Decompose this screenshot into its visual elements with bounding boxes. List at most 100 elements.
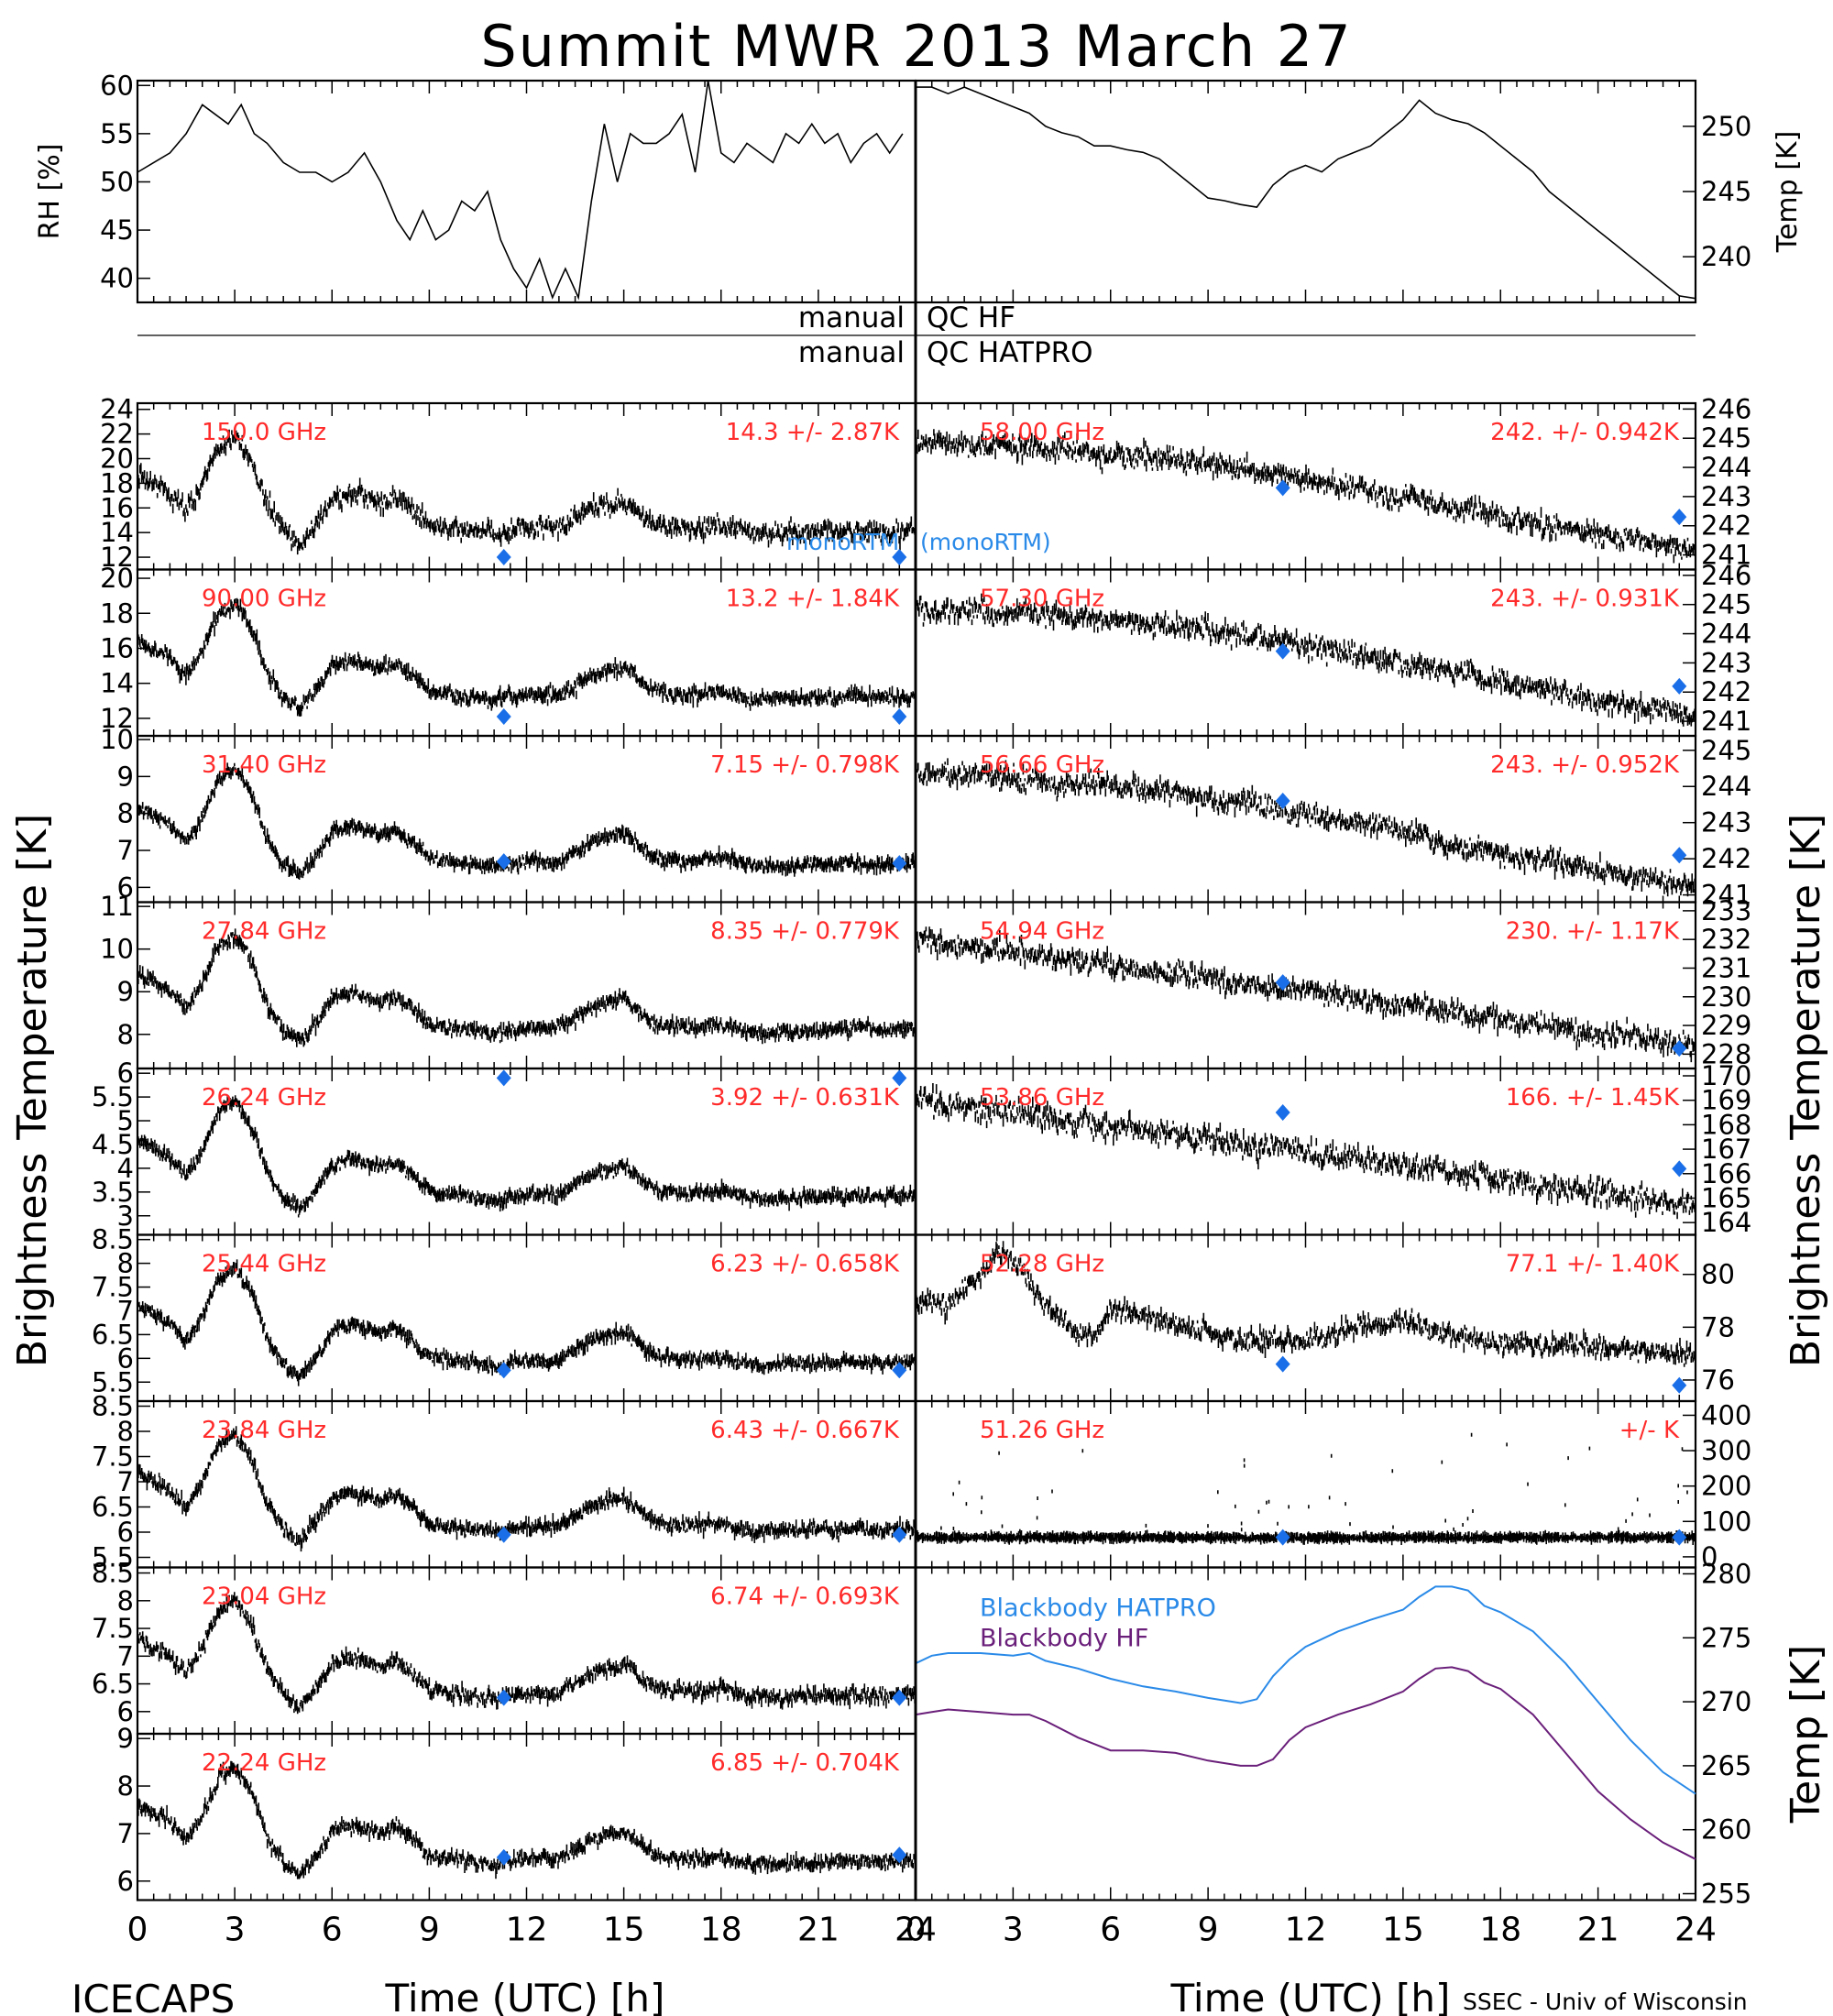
panel-56-ytick-label: 244	[1701, 771, 1751, 802]
panel-22-measurements	[137, 1760, 916, 1879]
panel-150-ytick-label: 24	[100, 394, 134, 425]
blackbody-legend-1: Blackbody HF	[980, 1625, 1148, 1653]
panel-150-ytick-label: 20	[100, 444, 134, 475]
panel-51-freq-label: 51.26 GHz	[980, 1417, 1104, 1444]
qc-hatpro-label: QC HATPRO	[927, 336, 1093, 369]
qc-rows: manual QC HF manual QC HATPRO	[137, 301, 1696, 403]
panel-23-ytick-label: 7.5	[92, 1441, 134, 1473]
panel-22-ytick-label: 8	[117, 1770, 134, 1802]
panel-26-ytick-label: 3.5	[92, 1177, 134, 1208]
panel-22-xtick-label: 21	[797, 1912, 840, 1949]
panel-53-ytick-label: 164	[1701, 1207, 1751, 1238]
panel-27-freq-label: 27.84 GHz	[202, 918, 326, 946]
panel-53-ytick-label: 169	[1701, 1085, 1751, 1116]
blackbody-xtick-label: 6	[1100, 1912, 1121, 1949]
panel-31-ytick-label: 8	[117, 798, 134, 829]
panel-23-freq-label: 23.84 GHz	[202, 1417, 326, 1444]
panel-56-freq-label: 56.66 GHz	[980, 751, 1104, 779]
panel-58-model-diamond-0	[1275, 479, 1290, 497]
panel-58-stats-label: 242. +/- 0.942K	[1490, 419, 1680, 446]
panel-23b-ytick-label: 8	[117, 1585, 134, 1616]
panel-58-ytick-label: 246	[1701, 393, 1751, 424]
qc-hf-prefix: manual	[798, 301, 905, 334]
panel-58-ytick-label: 241	[1701, 540, 1751, 571]
panel-26: 33.544.555.56 26.24 GHz 3.92 +/- 0.631K	[92, 1057, 917, 1236]
panel-31-ytick-label: 7	[117, 835, 134, 866]
blackbody-xtick-label: 12	[1285, 1912, 1327, 1949]
panel-23b-stats-label: 6.74 +/- 0.693K	[710, 1583, 900, 1611]
panel-54-freq-label: 54.94 GHz	[980, 918, 1104, 946]
temp-ylabel: Temp [K]	[1772, 131, 1804, 254]
panel-23b-ytick-label: 6	[117, 1696, 134, 1727]
panel-57-freq-label: 57.30 GHz	[980, 586, 1104, 613]
panel-53-ytick-label: 166	[1701, 1158, 1751, 1189]
blackbody-xtick-label: 0	[906, 1912, 927, 1949]
panel-22-xtick-label: 6	[322, 1912, 343, 1949]
panel-53-ytick-label: 170	[1701, 1060, 1751, 1091]
panel-25-ytick-label: 8	[117, 1248, 134, 1279]
panel-25-ytick-label: 6.5	[92, 1319, 134, 1350]
panel-51-ytick-label: 0	[1701, 1541, 1718, 1572]
panel-57-ytick-label: 246	[1701, 560, 1751, 591]
panel-90-model-diamond-0	[496, 707, 511, 725]
blackbody-xtick-label: 3	[1003, 1912, 1024, 1949]
panel-25-measurements	[137, 1259, 916, 1386]
rh-ytick-label: 60	[100, 70, 134, 101]
panel-27-ytick-label: 11	[100, 891, 134, 922]
panel-26-stats-label: 3.92 +/- 0.631K	[710, 1084, 900, 1112]
panel-54-stats-label: 230. +/- 1.17K	[1506, 918, 1680, 946]
blackbody-ytick-label: 275	[1701, 1622, 1751, 1653]
panel-90-ytick-label: 18	[100, 597, 134, 629]
blackbody-panel: 255 260 265 270 275 280 0 3 6 9 12 15 18 21 24 Blackbod…	[906, 1558, 1829, 1948]
blackbody-ytick-label: 270	[1701, 1686, 1751, 1717]
panel-58-ytick-label: 242	[1701, 510, 1751, 542]
panel-23-ytick-label: 6	[117, 1517, 134, 1548]
panel-58-ytick-label: 244	[1701, 452, 1751, 483]
panel-51: 0 100 200 300 400 51.26 GHz +/- K	[914, 1399, 1751, 1572]
panel-57-model-diamond-1	[1672, 677, 1687, 695]
panel-23-ytick-label: 8	[117, 1416, 134, 1447]
rh-ytick-label: 45	[100, 214, 134, 246]
panel-54-ytick-label: 233	[1701, 895, 1751, 926]
panel-51-model-diamond-1	[1672, 1528, 1687, 1546]
panel-150-stats-label: 14.3 +/- 2.87K	[726, 419, 900, 446]
panel-25-ytick-label: 7	[117, 1295, 134, 1326]
figure-title: Summit MWR 2013 March 27	[480, 13, 1352, 80]
panel-23b-model-diamond-0	[496, 1689, 511, 1706]
panel-27-ytick-label: 10	[100, 934, 134, 965]
panel-90-ytick-label: 16	[100, 632, 134, 663]
footer-icecaps: ICECAPS	[71, 1977, 235, 2016]
panel-52-stats-label: 77.1 +/- 1.40K	[1506, 1251, 1680, 1278]
panel-57-stats-label: 243. +/- 0.931K	[1490, 586, 1680, 613]
panel-31-ytick-label: 9	[117, 761, 134, 792]
temp-ytick-label: 240	[1701, 241, 1751, 272]
panel-57-ytick-label: 245	[1701, 589, 1751, 620]
panel-150-ytick-label: 22	[100, 419, 134, 450]
panel-22-xtick-label: 18	[700, 1912, 742, 1949]
blackbody-xtick-label: 18	[1479, 1912, 1521, 1949]
panel-90-model-diamond-1	[892, 707, 907, 725]
panel-57-model-diamond-0	[1275, 642, 1290, 660]
panel-52: 76 78 80 52.28 GHz 77.1 +/- 1.40K	[914, 1233, 1735, 1403]
panel-23-ytick-label: 5.5	[92, 1542, 134, 1573]
blackbody-series-0	[915, 1585, 1696, 1795]
panel-150-ytick-label: 12	[100, 542, 134, 573]
panel-25-ytick-label: 5.5	[92, 1366, 134, 1397]
panel-56-ytick-label: 245	[1701, 735, 1751, 766]
panel-150-ytick-label: 18	[100, 467, 134, 499]
panel-22-ytick-label: 7	[117, 1818, 134, 1849]
x-axis-label-right: Time (UTC) [h]	[1170, 1976, 1451, 2016]
panel-56-model-diamond-1	[1672, 847, 1687, 864]
panel-57-ytick-label: 243	[1701, 647, 1751, 678]
panel-25-model-diamond-0	[496, 1362, 511, 1379]
panel-150-freq-label: 150.0 GHz	[202, 419, 326, 446]
panel-52-ytick-label: 80	[1701, 1259, 1735, 1290]
panel-58-ytick-label: 243	[1701, 481, 1751, 512]
panel-53-model-diamond-0	[1275, 1104, 1290, 1122]
panel-22-model-diamond-1	[892, 1846, 907, 1864]
panel-90-ytick-label: 12	[100, 703, 134, 734]
panel-90-ytick-label: 20	[100, 563, 134, 594]
